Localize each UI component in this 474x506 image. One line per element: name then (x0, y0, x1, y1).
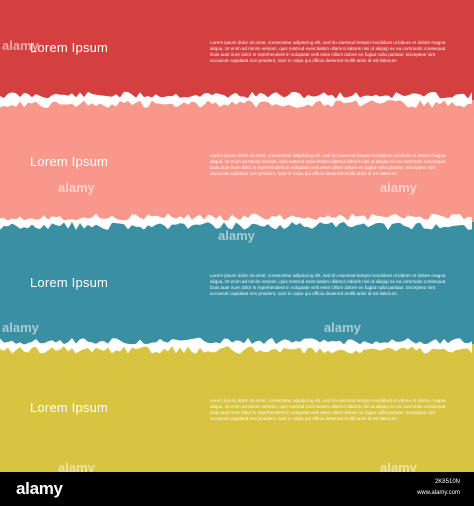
stock-footer: alamy 2K8510N www.alamy.com (0, 472, 474, 506)
watermark: alamy (324, 320, 361, 335)
band-title: Lorem Ipsum (30, 40, 109, 55)
band-body-text: Lorem ipsum dolor sit amet, consectetur … (210, 398, 447, 421)
watermark: alamy (380, 460, 417, 475)
footer-meta: 2K8510N www.alamy.com (417, 477, 460, 499)
teal-band: Lorem Ipsum Lorem ipsum dolor sit amet, … (0, 222, 474, 350)
alamy-logo: alamy (16, 479, 63, 498)
watermark: alamy (58, 180, 95, 195)
torn-paper-edge (0, 208, 474, 238)
watermark: alamy (380, 180, 417, 195)
tear-paper-strip (0, 91, 472, 108)
salmon-band: Lorem Ipsum Lorem ipsum dolor sit amet, … (0, 100, 474, 228)
band-body-text: Lorem ipsum dolor sit amet, consectetur … (210, 153, 447, 176)
watermark: alamy (218, 228, 255, 243)
watermark: alamy (2, 38, 39, 53)
tear-upper-fill (0, 86, 474, 99)
tear-lower-fill (0, 225, 474, 238)
watermark: alamy (2, 320, 39, 335)
site-url: www.alamy.com (417, 490, 460, 496)
band-title: Lorem Ipsum (30, 275, 109, 290)
mustard-band: Lorem Ipsum Lorem ipsum dolor sit amet, … (0, 344, 474, 472)
watermark: alamy (58, 460, 95, 475)
band-title: Lorem Ipsum (30, 154, 109, 169)
tear-lower-fill (0, 349, 474, 362)
tear-lower-fill (0, 103, 474, 116)
torn-paper-edge (0, 86, 474, 116)
band-body-text: Lorem ipsum dolor sit amet, consectetur … (210, 273, 447, 296)
band-title: Lorem Ipsum (30, 400, 109, 415)
tear-paper-strip (0, 213, 472, 230)
image-id: 2K8510N (434, 479, 460, 485)
tear-upper-fill (0, 208, 474, 221)
tear-paper-strip (0, 337, 472, 354)
torn-paper-edge (0, 332, 474, 362)
band-body-text: Lorem ipsum dolor sit amet, consectetur … (210, 40, 447, 63)
tear-upper-fill (0, 332, 474, 345)
